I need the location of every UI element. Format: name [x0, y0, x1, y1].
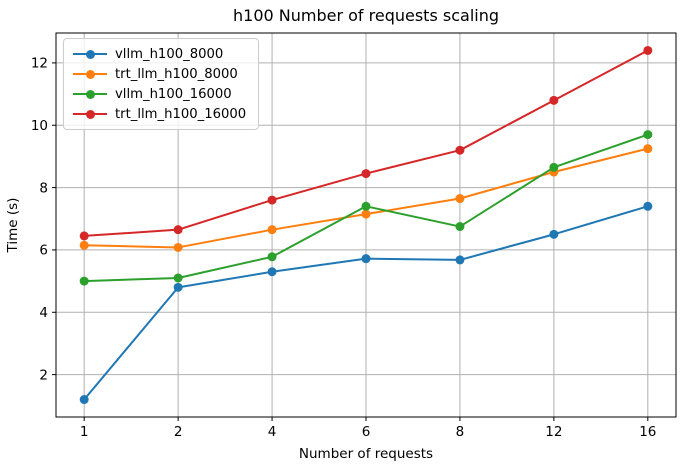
data-point-trt_llm_h100_16000: [549, 95, 559, 105]
data-point-vllm_h100_16000: [79, 276, 89, 286]
data-point-vllm_h100_8000: [267, 267, 277, 277]
legend-item-trt_llm_h100_16000: trt_llm_h100_16000: [73, 104, 246, 124]
y-tick-label: 12: [31, 56, 48, 72]
legend-item-vllm_h100_16000: vllm_h100_16000: [73, 84, 246, 104]
x-tick-label: 6: [362, 424, 371, 440]
x-axis-label: Number of requests: [299, 446, 433, 462]
data-point-vllm_h100_8000: [549, 229, 559, 239]
data-point-vllm_h100_8000: [173, 282, 183, 292]
legend-item-trt_llm_h100_8000: trt_llm_h100_8000: [73, 64, 246, 84]
legend-label: vllm_h100_16000: [115, 86, 232, 102]
data-point-vllm_h100_8000: [79, 395, 89, 405]
legend-dot: [85, 109, 95, 119]
x-tick-label: 1: [80, 424, 89, 440]
data-point-vllm_h100_8000: [643, 201, 653, 211]
legend-label: trt_llm_h100_16000: [115, 106, 247, 122]
data-point-vllm_h100_16000: [643, 130, 653, 140]
y-tick-label: 6: [39, 243, 48, 259]
legend-line-marker-icon: [73, 49, 107, 60]
legend-dot: [85, 89, 95, 99]
data-point-trt_llm_h100_16000: [173, 225, 183, 235]
x-tick-label: 4: [268, 424, 277, 440]
chart-title: h100 Number of requests scaling: [233, 6, 499, 25]
data-point-vllm_h100_16000: [549, 162, 559, 172]
legend-item-vllm_h100_8000: vllm_h100_8000: [73, 44, 246, 64]
data-point-trt_llm_h100_16000: [361, 169, 371, 179]
x-tick-label: 16: [639, 424, 656, 440]
legend-line-marker-icon: [73, 109, 107, 120]
data-point-trt_llm_h100_8000: [79, 240, 89, 250]
y-axis-label: Time (s): [5, 198, 21, 254]
data-point-trt_llm_h100_8000: [643, 144, 653, 154]
data-point-trt_llm_h100_8000: [361, 209, 371, 219]
data-point-trt_llm_h100_16000: [643, 45, 653, 55]
data-point-vllm_h100_16000: [267, 252, 277, 262]
data-point-vllm_h100_16000: [455, 222, 465, 232]
legend-line-marker-icon: [73, 69, 107, 80]
legend-dot: [85, 49, 95, 59]
y-tick-label: 2: [39, 367, 48, 383]
data-point-trt_llm_h100_8000: [173, 242, 183, 252]
x-tick-label: 2: [174, 424, 183, 440]
data-point-trt_llm_h100_8000: [267, 225, 277, 235]
data-point-vllm_h100_8000: [455, 255, 465, 265]
y-tick-label: 10: [31, 118, 48, 134]
data-point-trt_llm_h100_16000: [455, 145, 465, 155]
legend-label: vllm_h100_8000: [115, 46, 224, 62]
data-point-vllm_h100_16000: [173, 273, 183, 283]
legend-dot: [85, 69, 95, 79]
data-point-vllm_h100_16000: [361, 201, 371, 211]
data-point-trt_llm_h100_16000: [267, 195, 277, 205]
y-tick-label: 8: [39, 180, 48, 196]
legend-label: trt_llm_h100_8000: [115, 66, 238, 82]
legend: vllm_h100_8000 trt_llm_h100_8000 vllm_h100…: [63, 38, 260, 130]
data-point-trt_llm_h100_8000: [455, 194, 465, 204]
y-tick-label: 4: [39, 305, 48, 321]
data-point-trt_llm_h100_16000: [79, 231, 89, 241]
x-tick-label: 8: [456, 424, 465, 440]
data-point-vllm_h100_8000: [361, 254, 371, 264]
x-tick-label: 12: [545, 424, 562, 440]
legend-line-marker-icon: [73, 89, 107, 100]
